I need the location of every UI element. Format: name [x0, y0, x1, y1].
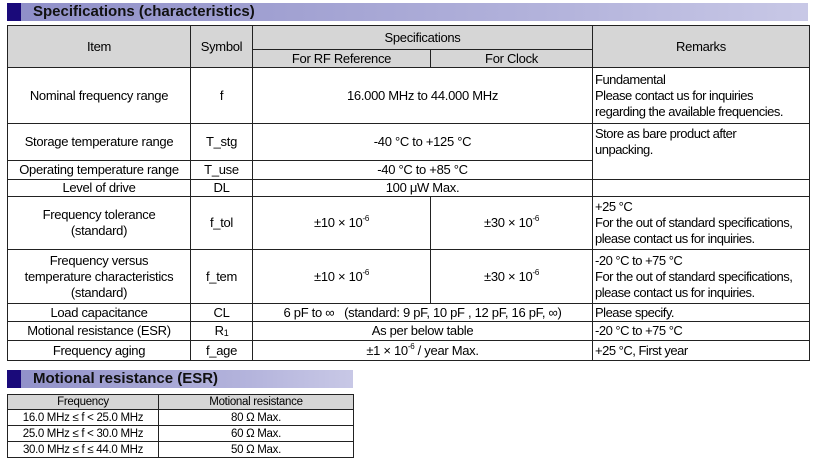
symbol-cell: f_tol: [190, 196, 253, 250]
value-cell: 16.000 MHz to 44.000 MHz: [251, 67, 594, 124]
item-cell: Load capacitance: [7, 303, 191, 322]
rf-value-cell: ±10 × 10-6: [252, 249, 431, 304]
table-row: 30.0 MHz ≤ f ≤ 44.0 MHz 50 Ω Max.: [7, 441, 354, 458]
resistance-cell: 60 Ω Max.: [158, 425, 354, 442]
table-row: 16.0 MHz ≤ f < 25.0 MHz 80 Ω Max.: [7, 409, 354, 426]
resistance-cell: 80 Ω Max.: [158, 409, 354, 426]
section-header-esr: Motional resistance (ESR): [7, 370, 353, 388]
table-row: Frequency tolerance (standard) f_tol ±10 …: [7, 196, 811, 250]
remarks-cell: [592, 179, 811, 197]
remarks-cell: +25 °C, First year: [592, 340, 811, 361]
resistance-cell: 50 Ω Max.: [158, 441, 354, 458]
item-cell: Frequency versus temperature characterist…: [7, 249, 191, 304]
value-cell: 6 pF to ∞ (standard: 9 pF, 10 pF , 12 pF…: [251, 303, 594, 322]
symbol-cell: T_stg: [190, 123, 253, 161]
table-row: Storage temperature range T_stg -40 °C t…: [7, 123, 811, 180]
item-cell: Storage temperature range: [7, 123, 191, 161]
header-symbol: Symbol: [190, 25, 253, 68]
remarks-cell: +25 °C For the out of standard specificat…: [592, 196, 811, 250]
rf-value-cell: ±10 × 10-6: [252, 196, 431, 250]
table-row: Nominal frequency range f 16.000 MHz to …: [7, 67, 811, 124]
remarks-cell: -20 °C to +75 °C: [592, 321, 811, 341]
item-cell: Operating temperature range: [7, 160, 191, 180]
header-rf: For RF Reference: [252, 49, 431, 68]
symbol-cell: f: [190, 67, 253, 124]
table-row: 25.0 MHz ≤ f < 30.0 MHz 60 Ω Max.: [7, 425, 354, 442]
header-frequency: Frequency: [7, 394, 159, 410]
frequency-cell: 25.0 MHz ≤ f < 30.0 MHz: [7, 425, 159, 442]
item-cell: Nominal frequency range: [7, 67, 191, 124]
symbol-cell: f_age: [190, 340, 253, 361]
specifications-table: Item Symbol Specifications Remarks For R…: [7, 25, 811, 361]
value-cell: -40 °C to +85 °C: [251, 160, 594, 180]
header-clock: For Clock: [429, 49, 594, 68]
section-title: Motional resistance (ESR): [33, 370, 219, 387]
esr-table: Frequency Motional resistance 16.0 MHz ≤…: [7, 394, 354, 458]
remarks-cell: Please specify.: [592, 303, 811, 322]
table-row: Load capacitance CL 6 pF to ∞ (standard:…: [7, 303, 811, 322]
symbol-cell: CL: [190, 303, 253, 322]
item-cell: Motional resistance (ESR): [7, 321, 191, 341]
section-title: Specifications (characteristics): [33, 3, 255, 20]
symbol-cell: f_tem: [190, 249, 253, 304]
clock-value-cell: ±30 × 10-6: [429, 196, 594, 250]
table-row: Frequency aging f_age ±1 × 10-6 / year M…: [7, 340, 811, 361]
value-cell: As per below table: [251, 321, 594, 341]
item-cell: Frequency tolerance (standard): [7, 196, 191, 250]
value-cell: -40 °C to +125 °C: [251, 123, 594, 161]
table-row: Motional resistance (ESR) R1 As per belo…: [7, 321, 811, 341]
remarks-cell: Store as bare product after unpacking.: [592, 123, 811, 180]
symbol-cell: T_use: [190, 160, 253, 180]
value-cell: 100 μW Max.: [251, 179, 594, 197]
header-motional-resistance: Motional resistance: [158, 394, 354, 410]
table-row: Frequency versus temperature characterist…: [7, 249, 811, 304]
header-specifications: Specifications: [251, 25, 594, 50]
symbol-cell: R1: [190, 321, 253, 341]
header-remarks: Remarks: [592, 25, 811, 68]
value-cell: ±1 × 10-6 / year Max.: [251, 340, 594, 361]
header-item: Item: [7, 25, 191, 68]
section-marker-icon: [7, 370, 21, 388]
item-cell: Frequency aging: [7, 340, 191, 361]
frequency-cell: 16.0 MHz ≤ f < 25.0 MHz: [7, 409, 159, 426]
table-row: Level of drive DL 100 μW Max.: [7, 179, 811, 197]
remarks-cell: -20 °C to +75 °C For the out of standard …: [592, 249, 811, 304]
item-cell: Level of drive: [7, 179, 191, 197]
section-marker-icon: [7, 3, 21, 21]
section-header-specifications: Specifications (characteristics): [7, 3, 808, 21]
remarks-cell: Fundamental Please contact us for inquiri…: [592, 67, 811, 124]
frequency-cell: 30.0 MHz ≤ f ≤ 44.0 MHz: [7, 441, 159, 458]
symbol-cell: DL: [190, 179, 253, 197]
clock-value-cell: ±30 × 10-6: [429, 249, 594, 304]
